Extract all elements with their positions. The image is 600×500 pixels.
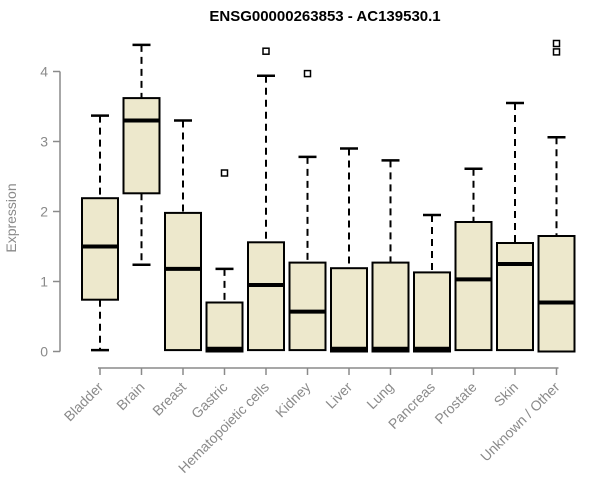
outlier-unknown-other	[552, 48, 561, 56]
box-pancreas	[413, 271, 451, 353]
y-tick-label-1: 1	[40, 274, 48, 290]
x-tick-label-bladder: Bladder	[61, 379, 107, 425]
x-tick-label-kidney: Kidney	[272, 379, 314, 421]
box-lung	[371, 261, 410, 353]
x-tick-label-brain: Brain	[113, 379, 147, 413]
outlier-gastric	[220, 169, 229, 177]
box-brain	[122, 97, 161, 195]
x-tick-label-prostate: Prostate	[431, 379, 479, 427]
outlier-kidney	[303, 69, 312, 78]
y-tick-label-3: 3	[40, 134, 48, 150]
y-tick-label-4: 4	[40, 64, 48, 80]
box-unknown-other	[537, 235, 576, 353]
x-tick-label-skin: Skin	[491, 379, 522, 410]
box-skin	[496, 242, 534, 352]
chart-title: ENSG00000263853 - AC139530.1	[209, 8, 441, 25]
box-prostate	[454, 221, 493, 352]
y-tick-label-2: 2	[40, 204, 48, 220]
x-tick-label-unknown-other: Unknown / Other	[477, 379, 563, 465]
box-kidney	[288, 261, 327, 352]
y-axis-label: Expression	[3, 183, 19, 253]
outlier-unknown-other	[552, 39, 561, 48]
y-tick-label-0: 0	[40, 344, 48, 360]
box-gastric	[205, 301, 244, 353]
box-hematopoietic-cells	[247, 241, 285, 352]
x-tick-label-breast: Breast	[149, 379, 189, 419]
x-tick-label-lung: Lung	[363, 379, 396, 412]
box-breast	[164, 211, 202, 352]
outlier-hematopoietic-cells	[262, 47, 270, 55]
x-tick-label-liver: Liver	[322, 379, 355, 412]
box-liver	[330, 267, 368, 353]
box-bladder	[81, 197, 119, 301]
